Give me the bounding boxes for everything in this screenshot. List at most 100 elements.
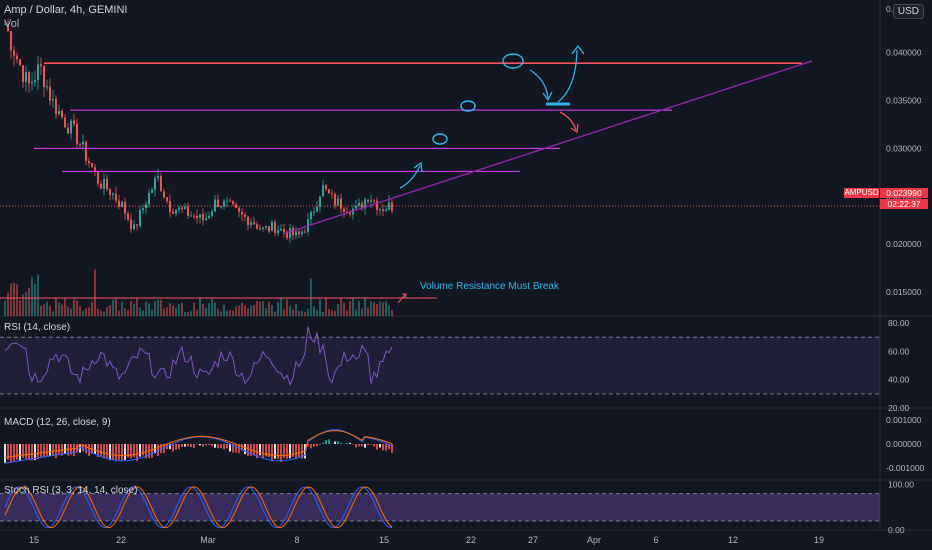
volume-bar	[382, 302, 384, 316]
volume-bar	[340, 298, 342, 316]
volume-bar	[136, 298, 138, 316]
volume-bar	[142, 310, 144, 316]
volume-bar	[100, 310, 102, 316]
volume-bar	[94, 269, 96, 316]
time-tick-label: 19	[814, 535, 824, 545]
candle-body	[223, 200, 225, 207]
macd-histogram-bar	[301, 444, 303, 459]
volume-bar	[229, 309, 231, 316]
time-tick-label: 22	[466, 535, 476, 545]
volume-bar	[64, 298, 66, 316]
macd-line	[4, 429, 393, 464]
macd-histogram-bar	[241, 444, 243, 451]
volume-bar	[319, 299, 321, 316]
macd-histogram-bar	[289, 444, 291, 459]
candle-body	[328, 189, 330, 194]
candle-body	[286, 232, 288, 238]
symbol-title: Amp / Dollar, 4h, GEMINI Vol	[4, 4, 127, 30]
price-tick-label: 0.040000	[886, 48, 922, 58]
volume-label: Vol	[4, 18, 20, 30]
volume-bar	[259, 301, 261, 316]
volume-bar	[160, 299, 162, 316]
volume-bar	[286, 299, 288, 316]
candle-body	[49, 86, 51, 101]
candle-body	[244, 214, 246, 217]
stoch-tick-label: 100.00	[888, 480, 914, 490]
macd-histogram-bar	[373, 444, 375, 447]
volume-bar	[247, 308, 249, 316]
stoch-d-line	[4, 486, 393, 529]
volume-bar	[115, 298, 117, 316]
volume-bar	[274, 311, 276, 316]
candle-body	[124, 201, 126, 214]
volume-bar	[211, 298, 213, 316]
candle-body	[175, 209, 177, 214]
candle-body	[232, 201, 234, 205]
macd-histogram-bar	[268, 444, 270, 458]
macd-histogram-bar	[13, 444, 15, 462]
macd-tick-label: -0.001000	[886, 463, 925, 473]
candle-body	[208, 215, 210, 219]
candle-body	[247, 216, 249, 226]
candle-body	[73, 120, 75, 124]
macd-histogram-bar	[388, 444, 390, 450]
volume-bar	[289, 306, 291, 316]
volume-bar	[22, 294, 24, 316]
volume-bar	[49, 305, 51, 316]
candle-body	[13, 50, 15, 56]
candle-body	[94, 167, 96, 172]
time-tick-label: 8	[294, 535, 299, 545]
macd-histogram-bar	[43, 444, 45, 457]
macd-histogram-bar	[376, 444, 378, 450]
symbol-title-text: Amp / Dollar, 4h, GEMINI	[4, 4, 128, 16]
macd-histogram-bar	[256, 444, 258, 459]
currency-button[interactable]: USD	[892, 4, 924, 19]
macd-histogram-bar	[292, 444, 294, 457]
candle-body	[253, 222, 255, 225]
volume-bar	[19, 300, 21, 316]
candle-body	[139, 210, 141, 226]
macd-histogram-bar	[274, 444, 276, 459]
macd-histogram-bar	[202, 444, 204, 447]
macd-histogram-bar	[115, 444, 117, 462]
candle-body	[67, 127, 69, 134]
macd-histogram-bar	[340, 442, 342, 444]
candle-body	[259, 228, 261, 230]
macd-histogram-bar	[109, 444, 111, 461]
macd-histogram-bar	[337, 441, 339, 444]
volume-bar	[379, 301, 381, 316]
macd-histogram-bar	[139, 444, 141, 457]
volume-bar	[343, 302, 345, 316]
macd-histogram-bar	[253, 444, 255, 456]
macd-histogram-bar	[31, 444, 33, 461]
volume-bar	[16, 284, 18, 316]
candles	[4, 19, 393, 316]
bar-countdown: 02:22:37	[880, 199, 928, 209]
macd-histogram-bar	[34, 444, 36, 461]
candle-body	[40, 64, 42, 66]
macd-histogram-bar	[265, 444, 267, 457]
candle-body	[181, 207, 183, 210]
candle-body	[28, 72, 30, 84]
candle-body	[163, 191, 165, 198]
volume-bar	[157, 299, 159, 316]
candle-body	[52, 98, 54, 101]
volume-bar	[367, 307, 369, 316]
macd-histogram-bar	[163, 444, 165, 454]
candle-body	[331, 193, 333, 195]
bearish-arrow	[559, 111, 579, 134]
candle-body	[112, 193, 114, 195]
macd-histogram-bar	[88, 444, 90, 457]
volume-bar	[97, 308, 99, 316]
candle-body	[274, 221, 276, 234]
volume-bar	[385, 300, 387, 316]
macd-histogram-bar	[184, 444, 186, 447]
macd-histogram-bar	[7, 444, 9, 460]
macd-histogram-bar	[283, 444, 285, 458]
macd-histogram-bar	[307, 444, 309, 447]
macd-histogram-bar	[112, 444, 114, 460]
candle-body	[241, 211, 243, 215]
candle-body	[148, 192, 150, 205]
volume-bar	[163, 308, 165, 316]
